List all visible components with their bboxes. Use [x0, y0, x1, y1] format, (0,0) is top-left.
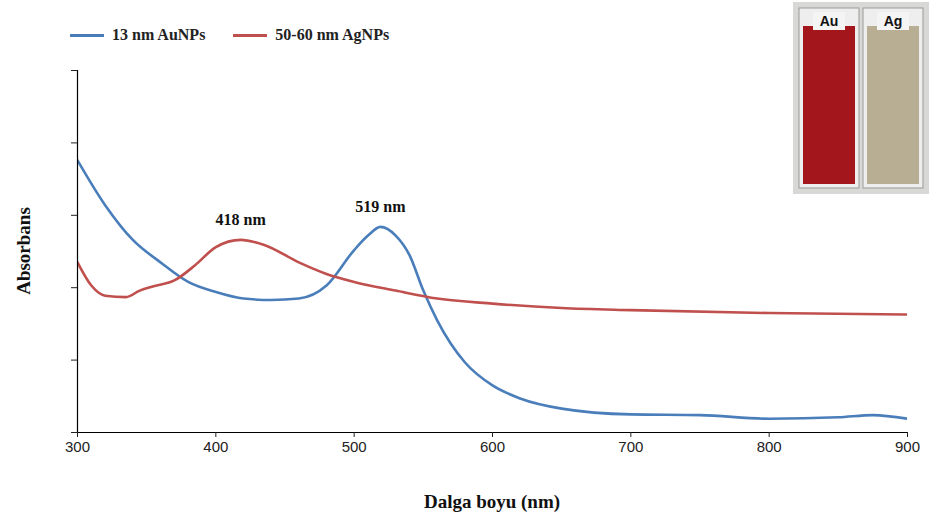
svg-text:900: 900 [895, 438, 920, 455]
svg-text:418 nm: 418 nm [216, 211, 267, 228]
svg-text:Absorbans: Absorbans [13, 207, 34, 295]
svg-text:Ag: Ag [884, 13, 903, 29]
svg-text:500: 500 [342, 438, 367, 455]
svg-text:400: 400 [203, 438, 228, 455]
svg-text:Dalga boyu (nm): Dalga boyu (nm) [424, 491, 560, 513]
svg-text:800: 800 [757, 438, 782, 455]
html-text:13 nm AuNPs: 13 nm AuNPs [112, 26, 206, 43]
svg-text:600: 600 [480, 438, 505, 455]
html-text:50-60 nm AgNPs: 50-60 nm AgNPs [275, 26, 390, 43]
svg-text:300: 300 [65, 438, 90, 455]
svg-text:519 nm: 519 nm [355, 198, 406, 215]
svg-text:700: 700 [618, 438, 643, 455]
svg-text:Au: Au [820, 13, 839, 29]
